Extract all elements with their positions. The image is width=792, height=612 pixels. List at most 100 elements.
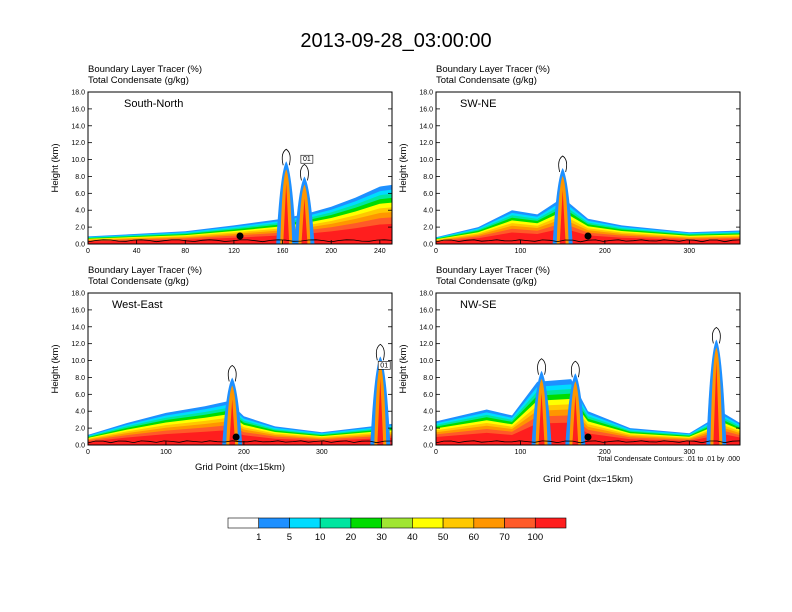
tracer-band-8	[88, 223, 392, 244]
panel-title-condensate: Total Condensate (g/kg)	[88, 276, 189, 287]
contour-label-box	[377, 361, 391, 370]
convective-plume-center	[713, 361, 720, 445]
x-tick-label: 0	[434, 449, 438, 456]
y-tick-label: 16.0	[71, 307, 85, 314]
x-axis-label: Grid Point (dx=15km)	[543, 474, 633, 485]
contour-label: 01	[380, 362, 388, 369]
x-tick-label: 200	[238, 449, 250, 456]
condensate-contour	[227, 364, 237, 382]
panel-title-tracer: Boundary Layer Tracer (%)	[436, 265, 550, 276]
y-axis-label: Height (km)	[50, 143, 61, 192]
y-tick-label: 0.0	[75, 242, 85, 249]
x-tick-label: 160	[277, 248, 289, 255]
convective-plume-center	[559, 190, 566, 244]
terrain-line	[88, 239, 392, 243]
y-tick-label: 16.0	[71, 106, 85, 113]
colorbar-label: 30	[376, 532, 387, 543]
cross-section-name: SW-NE	[460, 98, 496, 110]
x-tick-label: 200	[599, 449, 611, 456]
panel-title-condensate: Total Condensate (g/kg)	[88, 75, 189, 86]
y-tick-label: 18.0	[71, 291, 85, 298]
y-tick-label: 12.0	[419, 140, 433, 147]
y-tick-label: 10.0	[419, 157, 433, 164]
convective-plume-center	[283, 183, 290, 244]
panel-title-tracer: Boundary Layer Tracer (%)	[436, 64, 550, 75]
convective-plume-center	[229, 399, 236, 445]
y-tick-label: 6.0	[75, 191, 85, 198]
condensate-contour	[570, 360, 580, 378]
colorbar-label: 1	[256, 532, 261, 543]
x-tick-label: 0	[86, 248, 90, 255]
colorbar	[227, 517, 567, 529]
plot-frame	[87, 91, 393, 245]
terrain-line	[88, 440, 392, 444]
main-title: 2013-09-28_03:00:00	[300, 30, 492, 52]
y-tick-label: 8.0	[423, 375, 433, 382]
y-tick-label: 18.0	[419, 291, 433, 298]
y-tick-label: 12.0	[419, 341, 433, 348]
y-tick-label: 8.0	[423, 174, 433, 181]
cross-section-name: West-East	[112, 299, 163, 311]
y-tick-label: 18.0	[419, 90, 433, 97]
x-tick-label: 300	[683, 449, 695, 456]
y-tick-label: 4.0	[75, 208, 85, 215]
x-tick-label: 300	[683, 248, 695, 255]
panel-title-condensate: Total Condensate (g/kg)	[436, 276, 537, 287]
x-axis-label: Grid Point (dx=15km)	[195, 462, 285, 473]
tracer-field	[436, 326, 740, 445]
y-tick-label: 4.0	[423, 409, 433, 416]
y-tick-label: 0.0	[423, 242, 433, 249]
x-tick-label: 100	[515, 449, 527, 456]
colorbar-label: 10	[315, 532, 326, 543]
colorbar-swatch	[258, 517, 290, 529]
y-tick-label: 0.0	[423, 443, 433, 450]
colorbar-label: 70	[499, 532, 510, 543]
y-tick-label: 4.0	[75, 409, 85, 416]
cross-section-name: South-North	[124, 98, 183, 110]
x-tick-label: 0	[86, 449, 90, 456]
y-tick-label: 16.0	[419, 106, 433, 113]
y-tick-label: 2.0	[423, 225, 433, 232]
colorbar-swatch	[289, 517, 321, 529]
panel-title-tracer: Boundary Layer Tracer (%)	[88, 265, 202, 276]
y-tick-label: 2.0	[75, 225, 85, 232]
y-tick-label: 16.0	[419, 307, 433, 314]
condensate-contour	[300, 163, 309, 181]
plot-frame	[435, 292, 741, 446]
colorbar-swatch	[350, 517, 382, 529]
panel-title-tracer: Boundary Layer Tracer (%)	[88, 64, 202, 75]
cross-section-name: NW-SE	[460, 299, 496, 311]
y-tick-label: 8.0	[75, 174, 85, 181]
y-tick-label: 6.0	[423, 392, 433, 399]
tracer-field	[436, 155, 740, 244]
x-tick-label: 100	[160, 449, 172, 456]
colorbar-label: 100	[527, 532, 543, 543]
y-axis-label: Height (km)	[398, 143, 409, 192]
y-tick-label: 10.0	[71, 358, 85, 365]
x-tick-label: 120	[228, 248, 240, 255]
colorbar-swatch	[534, 517, 567, 529]
condensate-contour	[375, 343, 385, 361]
colorbar-swatch	[381, 517, 413, 529]
y-tick-label: 6.0	[423, 191, 433, 198]
colorbar-label: 50	[438, 532, 449, 543]
x-tick-label: 240	[374, 248, 386, 255]
colorbar-swatch	[319, 517, 352, 529]
plot-frame	[435, 91, 741, 245]
y-tick-label: 10.0	[419, 358, 433, 365]
panel-nw-se	[435, 292, 741, 446]
location-marker	[232, 433, 240, 441]
y-tick-label: 14.0	[71, 324, 85, 331]
colorbar-label: 40	[407, 532, 418, 543]
convective-plume-center	[538, 392, 545, 445]
x-tick-label: 100	[515, 248, 527, 255]
contour-label: 01	[303, 156, 311, 163]
panel-title-condensate: Total Condensate (g/kg)	[436, 75, 537, 86]
contour-label-box	[300, 154, 314, 164]
y-axis-label: Height (km)	[50, 344, 61, 393]
plot-frame	[87, 292, 393, 446]
convective-plume-center	[301, 198, 308, 244]
y-tick-label: 14.0	[71, 123, 85, 130]
condensate-contour	[537, 358, 546, 375]
